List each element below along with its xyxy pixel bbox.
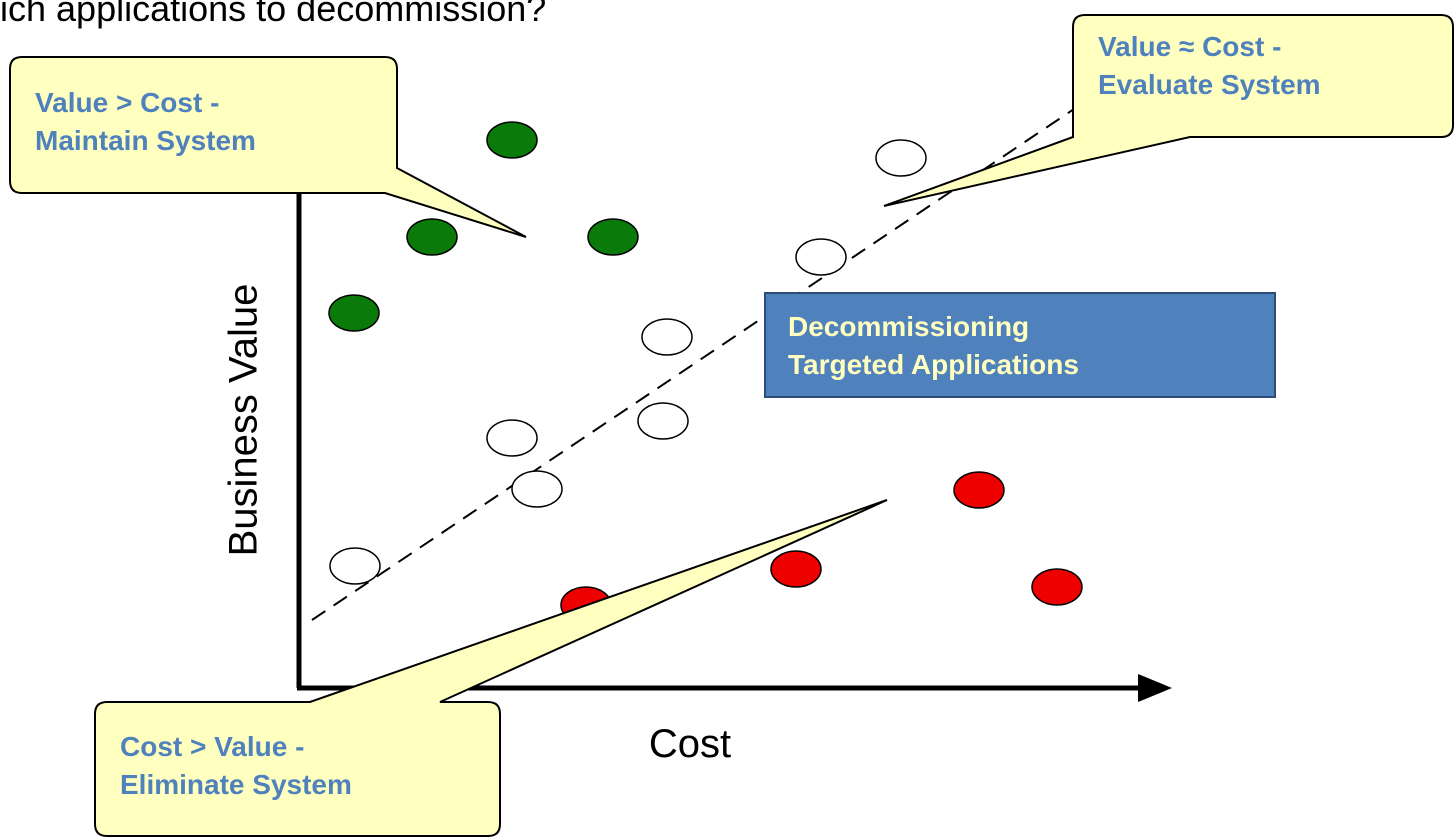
evaluate-dot [637, 402, 689, 440]
maintain-dot [406, 218, 458, 256]
eliminate-callout-line2: Eliminate System [120, 769, 352, 800]
x-axis-label: Cost [648, 722, 732, 766]
target-box-line1: Decommissioning [788, 311, 1030, 342]
evaluate-dot [641, 318, 693, 356]
evaluate-dot [795, 238, 847, 276]
evaluate-dot [875, 139, 927, 177]
evaluate-callout-text: Value ≈ Cost - Evaluate System [1098, 28, 1321, 104]
y-axis-label: Business Value [221, 283, 266, 557]
maintain-callout-shape [9, 56, 527, 238]
target-box-line2: Targeted Applications [788, 349, 1079, 380]
evaluate-callout-shape [883, 14, 1454, 207]
maintain-callout-line2: Maintain System [35, 125, 256, 156]
eliminate-callout-shape [94, 499, 888, 837]
maintain-dot [587, 218, 639, 256]
evaluate-dot [511, 470, 563, 508]
maintain-dot [328, 294, 380, 332]
target-box-text: Decommissioning Targeted Applications [788, 308, 1079, 384]
x-axis-arrowhead [1138, 674, 1172, 702]
maintain-dot [486, 121, 538, 159]
maintain-callout-line1: Value > Cost - [35, 87, 220, 118]
evaluate-callout-line1: Value ≈ Cost - [1098, 31, 1282, 62]
eliminate-callout-text: Cost > Value - Eliminate System [120, 728, 352, 804]
eliminate-callout-line1: Cost > Value - [120, 731, 305, 762]
maintain-callout-text: Value > Cost - Maintain System [35, 84, 256, 160]
decommissioning-target-box: Decommissioning Targeted Applications [764, 292, 1276, 398]
evaluate-callout-line2: Evaluate System [1098, 69, 1321, 100]
evaluate-dot [329, 547, 381, 585]
eliminate-dot [953, 471, 1005, 509]
eliminate-dot [770, 550, 822, 588]
evaluate-dot [486, 419, 538, 457]
eliminate-dot [1031, 568, 1083, 606]
slide-heading: ich applications to decommission? [0, 0, 547, 29]
